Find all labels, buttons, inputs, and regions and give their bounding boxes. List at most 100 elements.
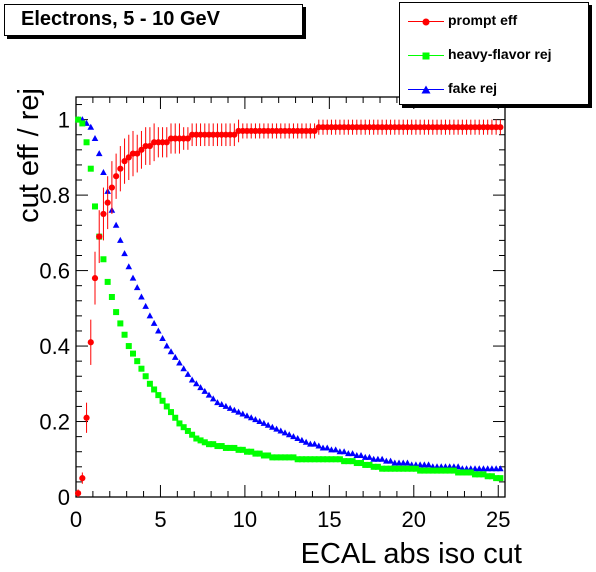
data-point (79, 120, 86, 127)
data-point (362, 461, 369, 468)
data-point (87, 165, 94, 172)
data-point (366, 461, 373, 468)
data-point (201, 439, 208, 446)
series-prompt-eff (75, 119, 504, 497)
data-point (121, 250, 128, 257)
data-point (155, 392, 162, 399)
data-point (311, 456, 318, 463)
data-point (231, 406, 238, 413)
data-point (256, 450, 263, 457)
data-point (286, 454, 293, 461)
chart-title: Electrons, 5 - 10 GeV (4, 4, 303, 36)
x-tick-label: 20 (402, 507, 426, 532)
data-point (138, 293, 145, 300)
data-point (400, 465, 407, 472)
data-point (96, 233, 103, 240)
data-point (83, 414, 90, 421)
data-point (315, 442, 323, 449)
data-point (345, 458, 352, 465)
data-point (87, 123, 95, 130)
data-point (248, 448, 255, 455)
data-point (328, 446, 335, 453)
data-point (197, 437, 204, 444)
data-point (311, 440, 318, 447)
data-point (226, 404, 234, 411)
data-point (159, 335, 166, 342)
data-point (273, 425, 280, 432)
data-point (95, 150, 103, 157)
data-point (391, 465, 398, 472)
data-point (320, 456, 327, 463)
data-point (374, 463, 381, 470)
data-point (188, 376, 196, 383)
legend-item-heavy-flavor-rej: heavy-flavor rej (400, 41, 588, 71)
data-point (353, 451, 361, 458)
data-point (412, 465, 419, 472)
data-point (319, 444, 327, 451)
data-point (193, 435, 200, 442)
data-point (396, 465, 403, 472)
data-point (290, 454, 297, 461)
data-point (497, 465, 504, 472)
data-point (112, 221, 120, 228)
data-point (117, 320, 124, 327)
data-point (138, 365, 145, 372)
data-point (163, 342, 171, 349)
y-tick-label: 0.2 (39, 410, 70, 435)
data-point (421, 461, 428, 468)
data-point (298, 436, 306, 443)
data-point (332, 446, 339, 453)
data-point (472, 471, 479, 478)
data-point (265, 452, 272, 459)
data-point (252, 450, 259, 457)
data-point (294, 456, 301, 463)
data-point (235, 408, 242, 415)
data-point (484, 465, 491, 472)
data-point (264, 421, 272, 428)
data-point (209, 395, 217, 402)
y-tick-label: 0 (58, 485, 70, 510)
data-point (146, 142, 153, 150)
x-axis-label: ECAL abs iso cut (301, 538, 522, 570)
data-point (488, 465, 496, 472)
data-point (374, 455, 382, 462)
data-point (218, 443, 225, 450)
data-point (425, 461, 432, 468)
data-point (146, 312, 154, 319)
data-point (138, 146, 145, 153)
data-point (100, 210, 107, 218)
data-point (150, 319, 158, 326)
data-point (117, 165, 124, 172)
data-point (387, 457, 394, 464)
data-point (180, 424, 187, 431)
data-point (269, 454, 276, 461)
data-point (113, 173, 120, 180)
data-point (438, 467, 445, 474)
data-point (222, 402, 230, 409)
data-point (129, 274, 137, 281)
chart-title-text: Electrons, 5 - 10 GeV (21, 8, 220, 30)
y-tick-label: 0.4 (39, 334, 70, 359)
legend-item-fake-rej: fake rej (400, 75, 588, 105)
data-point (282, 454, 289, 461)
data-point (358, 460, 365, 467)
data-point (484, 473, 491, 480)
data-point (108, 184, 115, 191)
data-point (87, 339, 94, 346)
data-point (227, 444, 234, 451)
data-point (231, 444, 238, 451)
data-point (404, 459, 411, 466)
data-point (349, 458, 356, 465)
data-point (408, 465, 415, 472)
data-point (269, 423, 276, 430)
data-point (476, 471, 483, 478)
data-point (434, 467, 441, 474)
data-point (273, 454, 280, 461)
data-point (184, 370, 192, 377)
x-tick-label: 0 (70, 507, 82, 532)
data-point (294, 435, 301, 442)
axis-tick-labels: 0 5 10 15 20 25 0 0.2 0.4 0.6 0.8 1 (39, 108, 510, 532)
data-point (121, 158, 128, 165)
data-point (429, 467, 436, 474)
